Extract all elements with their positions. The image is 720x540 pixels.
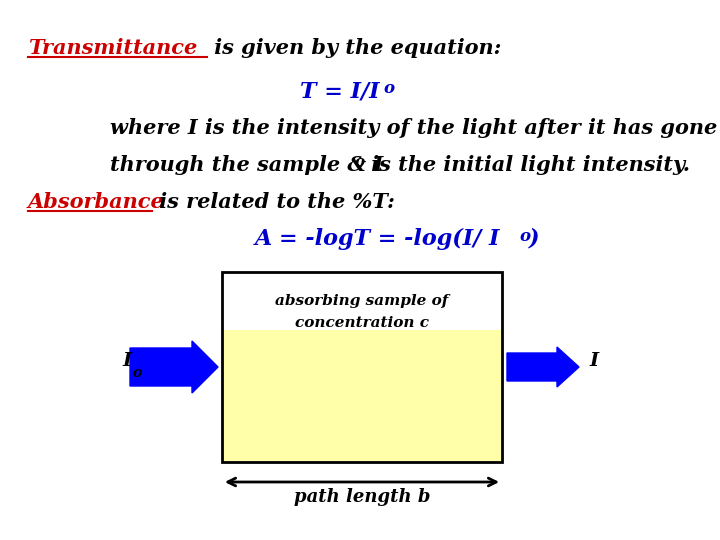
Bar [222,272,502,462]
Text: is the initial light intensity.: is the initial light intensity. [364,155,690,175]
Text: A = -logT = -log(I/ I: A = -logT = -log(I/ I [255,228,500,250]
Text: Transmittance: Transmittance [28,38,197,58]
Text: through the sample & I: through the sample & I [110,155,383,175]
Text: I: I [589,352,598,370]
Text: Absorbance: Absorbance [28,192,165,212]
Text: o: o [383,80,394,97]
Text: is related to the %T:: is related to the %T: [152,192,395,212]
Text: o: o [519,228,530,245]
Text: path length b: path length b [294,488,431,506]
Text: ): ) [529,228,539,250]
FancyArrow shape [507,347,579,387]
Text: o: o [354,155,364,169]
Text: where I is the intensity of the light after it has gone: where I is the intensity of the light af… [110,118,717,138]
FancyArrow shape [130,341,218,393]
Text: I: I [122,352,131,370]
Bar [222,330,502,462]
Text: T = I/I: T = I/I [300,80,379,102]
Text: concentration c: concentration c [295,316,429,330]
Text: o: o [133,366,143,380]
Text: is given by the equation:: is given by the equation: [207,38,501,58]
Text: absorbing sample of: absorbing sample of [275,294,449,308]
